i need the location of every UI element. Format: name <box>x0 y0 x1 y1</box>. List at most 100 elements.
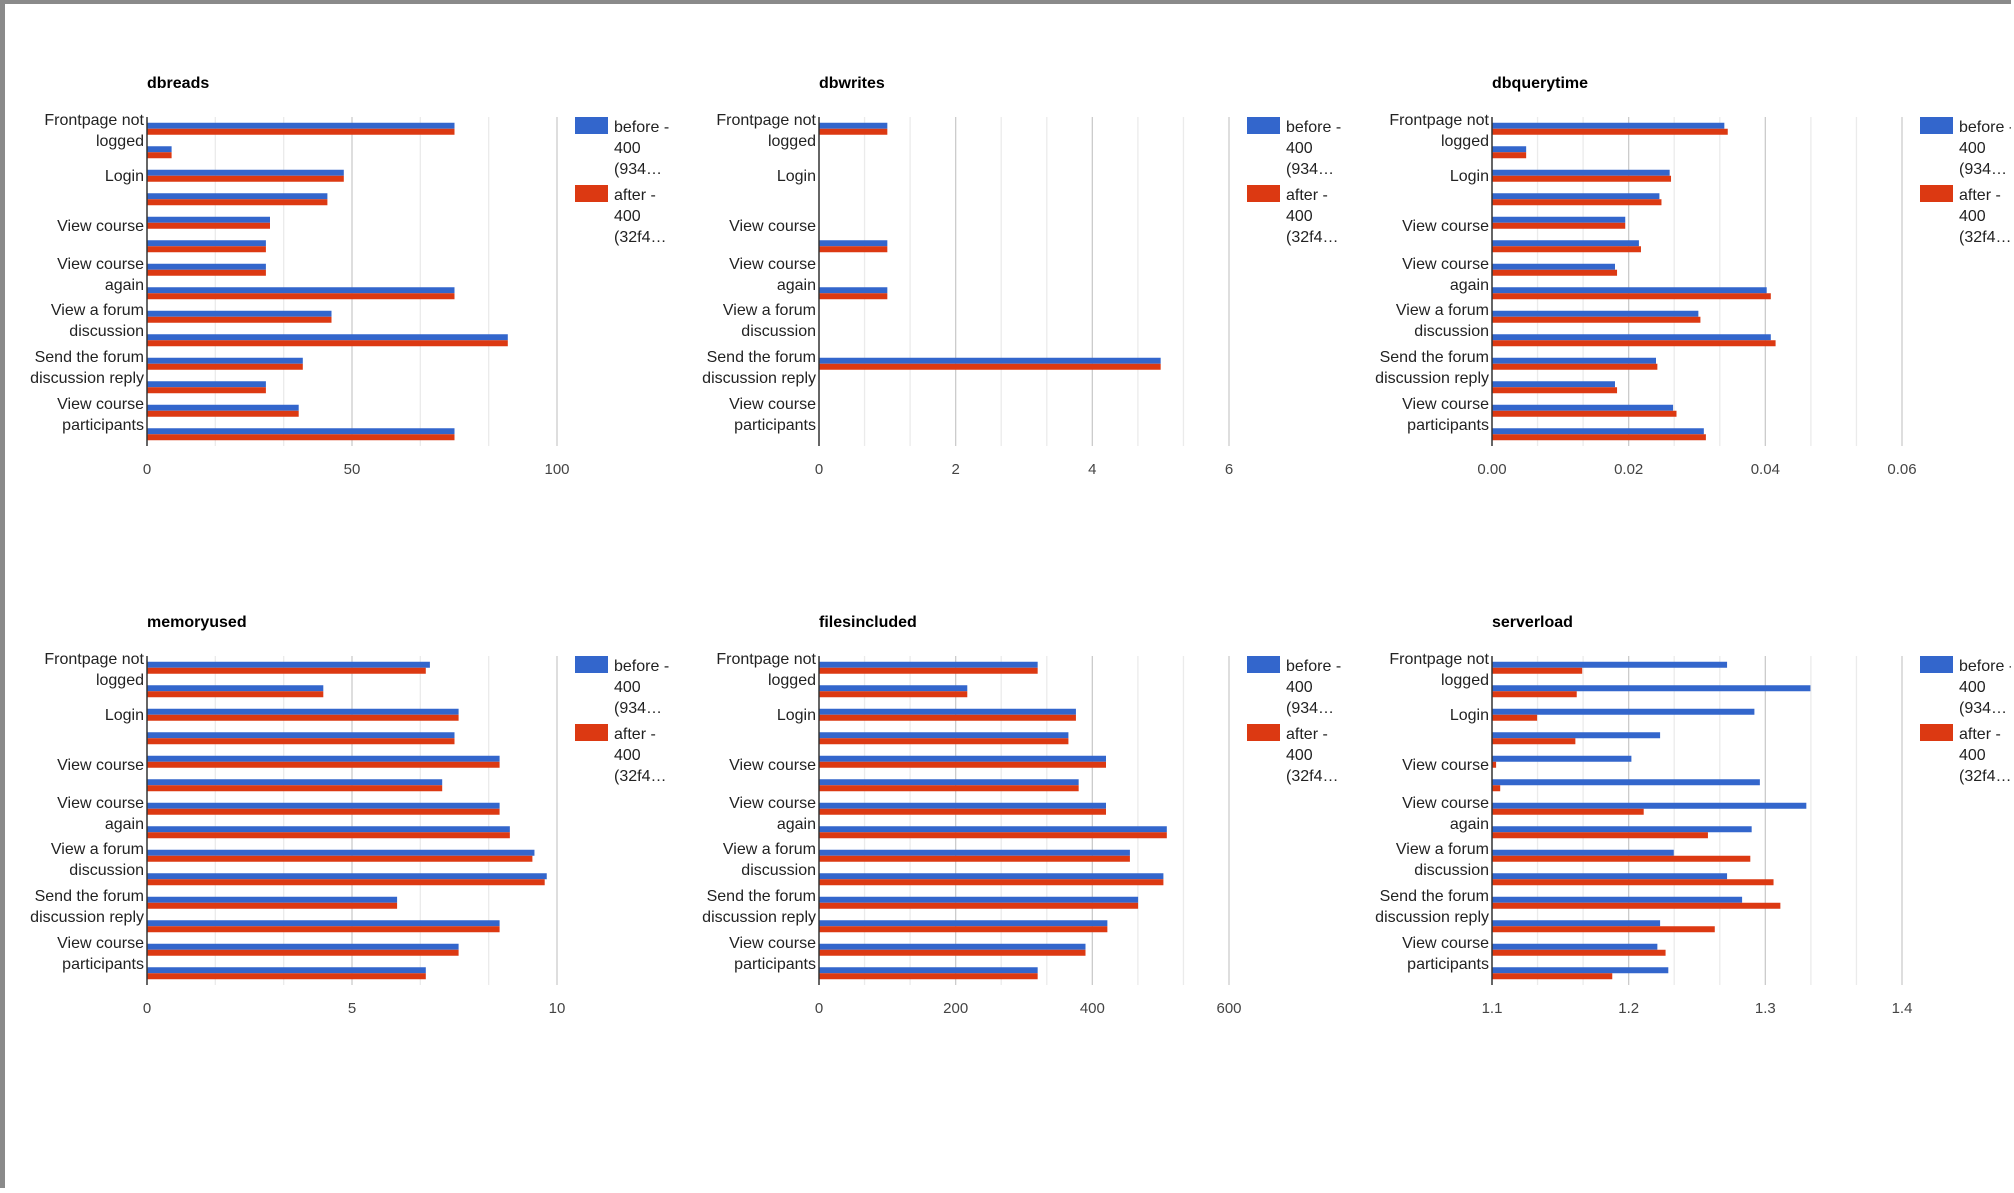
bar-after-11 <box>1492 926 1715 933</box>
bar-before-5 <box>1492 240 1639 247</box>
legend-swatch <box>575 724 608 741</box>
bar-after-6 <box>819 808 1106 815</box>
legend-label: (934… <box>614 700 662 717</box>
legend-label: (32f4… <box>614 768 666 785</box>
bar-before-0 <box>147 661 430 668</box>
chart-title: memoryused <box>147 614 247 631</box>
category-label: View course <box>57 396 144 413</box>
category-label: discussion reply <box>30 909 144 926</box>
category-label: discussion reply <box>702 909 816 926</box>
bar-before-1 <box>819 685 968 692</box>
legend-label: 400 <box>1286 208 1313 225</box>
legend-label: 400 <box>1286 747 1313 764</box>
bar-before-12 <box>147 943 459 950</box>
bar-before-2 <box>1492 708 1755 715</box>
category-label: participants <box>1407 417 1489 434</box>
bar-before-8 <box>1492 849 1674 856</box>
bar-after-13 <box>1492 434 1706 441</box>
bar-before-5 <box>819 240 888 247</box>
bar-before-4 <box>1492 216 1626 223</box>
bar-before-4 <box>147 755 500 762</box>
category-label: again <box>1450 277 1489 294</box>
legend-label: after - <box>1286 187 1328 204</box>
bar-before-8 <box>819 849 1130 856</box>
category-label: Login <box>1450 707 1489 724</box>
category-label: participants <box>734 417 816 434</box>
category-label: View a forum <box>1396 841 1489 858</box>
bar-before-3 <box>147 732 455 739</box>
bar-before-3 <box>819 732 1069 739</box>
chart-title: dbwrites <box>819 75 885 92</box>
bar-after-13 <box>1492 973 1613 980</box>
legend-label: 400 <box>614 208 641 225</box>
chart-memoryused: memoryused Frontpage not logged Login View c… <box>30 614 669 1017</box>
bar-before-3 <box>1492 193 1660 200</box>
bar-before-12 <box>819 943 1086 950</box>
bar-after-9 <box>819 879 1164 886</box>
category-label: discussion <box>69 862 144 879</box>
bar-after-6 <box>147 808 500 815</box>
bar-before-9 <box>147 873 547 880</box>
category-label: Login <box>1450 168 1489 185</box>
legend-label: (32f4… <box>1286 768 1338 785</box>
tick-label: 1.1 <box>1482 1000 1503 1017</box>
bar-after-2 <box>819 714 1076 721</box>
bar-after-1 <box>147 152 172 159</box>
bar-after-0 <box>147 667 426 674</box>
category-label: Login <box>777 707 816 724</box>
category-label: logged <box>768 133 816 150</box>
category-label: View course <box>57 218 144 235</box>
bar-before-0 <box>819 661 1038 668</box>
bar-after-10 <box>1492 363 1658 370</box>
bar-after-4 <box>147 761 500 768</box>
bar-before-0 <box>147 122 455 129</box>
chart-dbwrites: dbwrites Frontpage not logged Login View cou… <box>702 75 1341 478</box>
category-label: logged <box>768 672 816 689</box>
bar-after-12 <box>1492 949 1666 956</box>
legend-swatch <box>1247 185 1280 202</box>
legend-label: 400 <box>614 140 641 157</box>
bar-after-8 <box>1492 855 1751 862</box>
legend-label: 400 <box>1959 140 1986 157</box>
bar-after-5 <box>1492 246 1641 253</box>
category-label: View course <box>57 935 144 952</box>
bar-after-12 <box>819 949 1086 956</box>
category-label: Send the forum <box>35 349 144 366</box>
bar-after-0 <box>1492 667 1583 674</box>
legend-label: before - <box>1286 119 1341 136</box>
category-label: Frontpage not <box>1389 651 1489 668</box>
category-label: View a forum <box>723 302 816 319</box>
bar-after-8 <box>1492 316 1701 323</box>
bar-before-5 <box>147 779 443 786</box>
category-label: Frontpage not <box>716 651 816 668</box>
bar-after-10 <box>819 363 1161 370</box>
bar-after-0 <box>819 667 1038 674</box>
category-label: Login <box>105 707 144 724</box>
legend-label: (32f4… <box>614 229 666 246</box>
bar-after-0 <box>147 128 455 135</box>
bar-after-13 <box>819 973 1038 980</box>
bar-after-10 <box>147 902 398 909</box>
tick-label: 1.2 <box>1618 1000 1639 1017</box>
bar-after-10 <box>819 902 1139 909</box>
category-label: View course <box>729 396 816 413</box>
legend-label: (934… <box>614 161 662 178</box>
bar-before-5 <box>147 240 266 247</box>
category-label: Send the forum <box>1380 349 1489 366</box>
bar-before-0 <box>1492 122 1725 129</box>
legend-label: after - <box>1959 187 2001 204</box>
tick-label: 0 <box>815 1000 823 1017</box>
category-label: View course <box>1402 757 1489 774</box>
bar-after-0 <box>819 128 888 135</box>
bar-before-2 <box>1492 169 1670 176</box>
category-label: participants <box>734 956 816 973</box>
tick-label: 0.06 <box>1887 461 1916 478</box>
bar-before-6 <box>819 802 1106 809</box>
bar-before-3 <box>147 193 328 200</box>
category-label: View course <box>57 757 144 774</box>
bar-before-12 <box>1492 404 1674 411</box>
category-label: participants <box>62 417 144 434</box>
legend-swatch <box>1247 724 1280 741</box>
legend-label: before - <box>1286 658 1341 675</box>
bar-before-1 <box>1492 685 1811 692</box>
